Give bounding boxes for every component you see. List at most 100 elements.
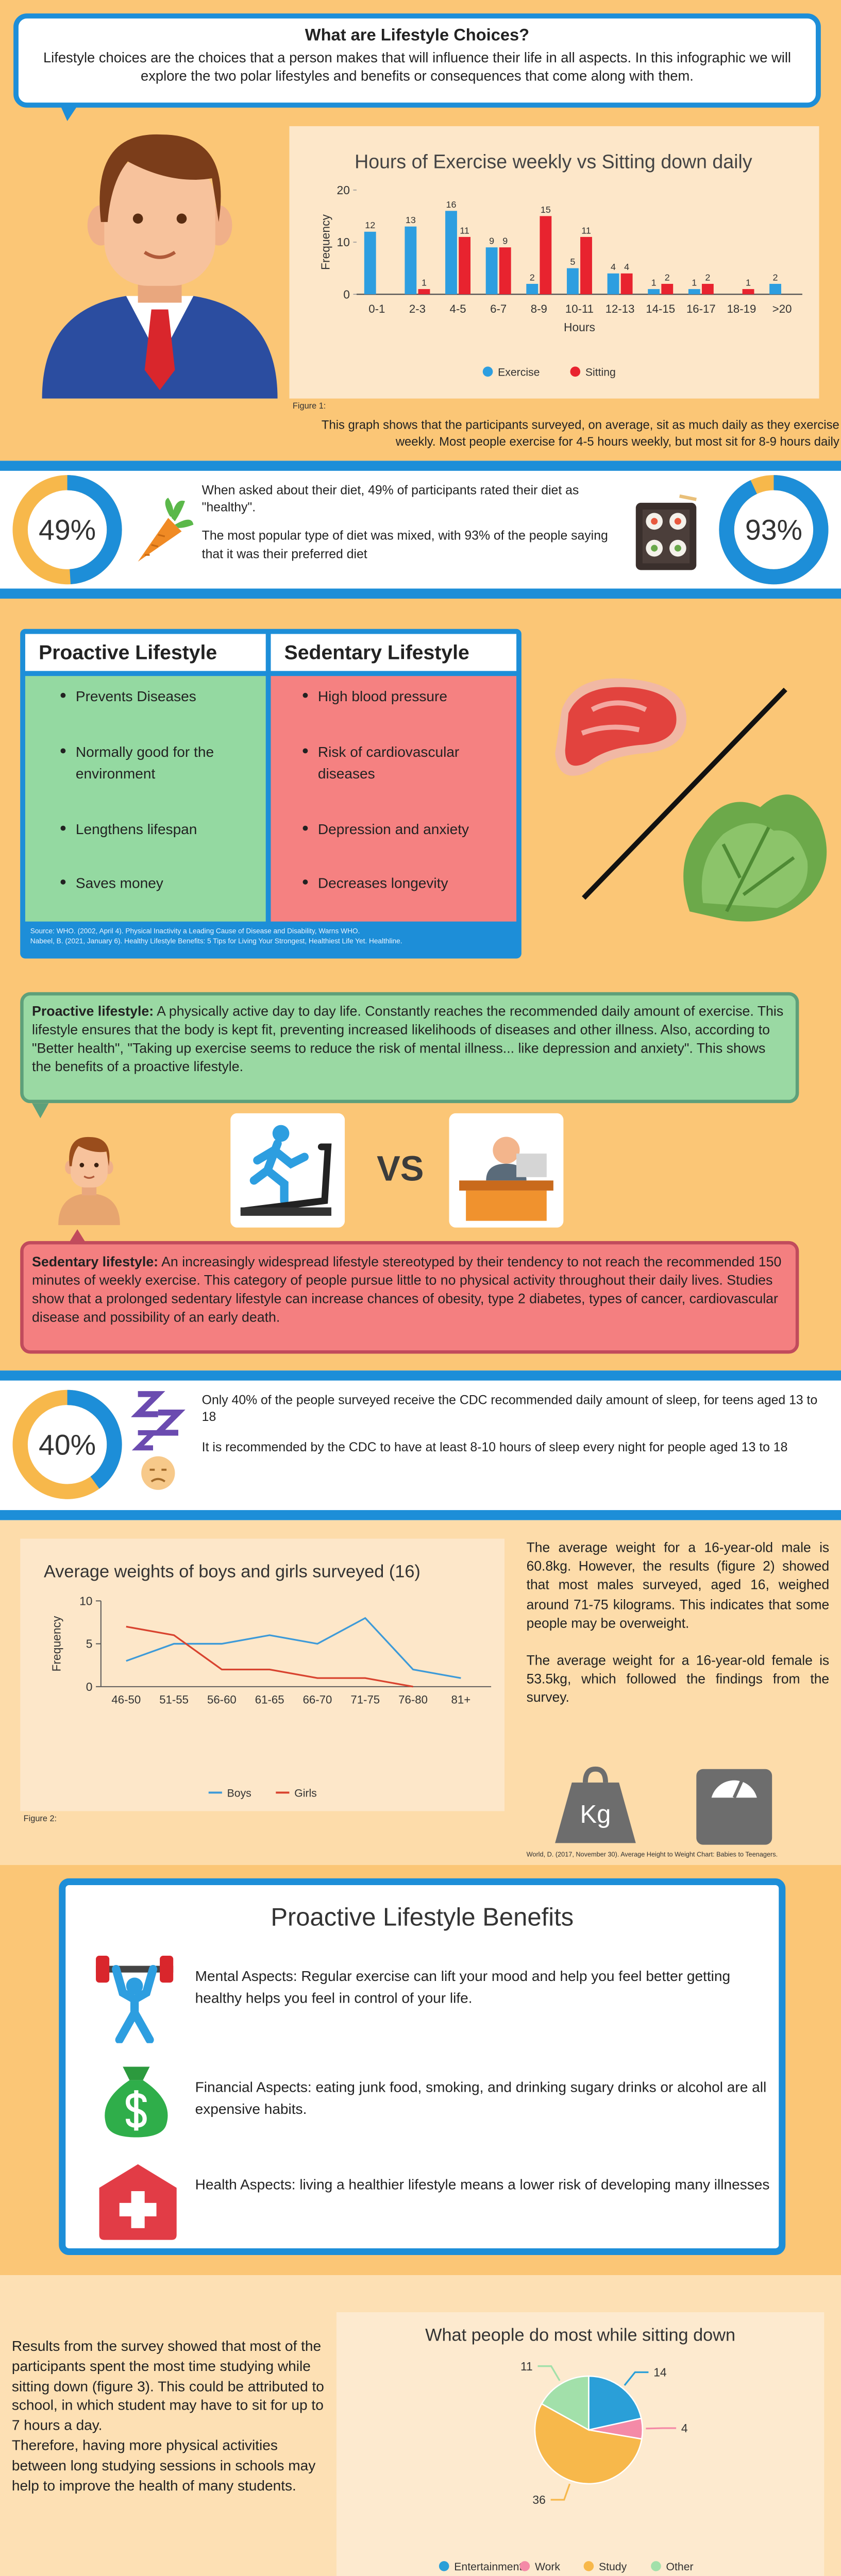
intro-bubble: What are Lifestyle Choices? Lifestyle ch…: [13, 13, 821, 108]
survey-text: Results from the survey showed that most…: [12, 2337, 331, 2496]
proactive-box: Proactive lifestyle: A physically active…: [20, 992, 799, 1104]
stat-donut: 49%: [12, 475, 122, 585]
bar: [445, 211, 457, 295]
benefit-text: Financial Aspects: eating junk food, smo…: [195, 2078, 767, 2116]
data-label: 11: [581, 225, 591, 235]
x-tick-label: 6-7: [490, 302, 507, 315]
benefit-text: Mental Aspects: Regular exercise can lif…: [195, 1967, 731, 2006]
list-item: Normally good for the environment: [60, 741, 253, 784]
leader-line: [646, 2427, 677, 2430]
data-label: 4: [624, 262, 629, 272]
bar: [580, 236, 592, 295]
donut-label: 40%: [39, 1429, 96, 1461]
bar: [648, 289, 660, 295]
chart-title: What people do most while sitting down: [425, 2325, 735, 2345]
list-item: Depression and anxiety: [302, 819, 507, 840]
legend-swatch: [570, 366, 581, 377]
bar: [701, 283, 714, 295]
data-label: 4: [611, 262, 616, 272]
line-chart: Average weights of boys and girls survey…: [20, 1538, 505, 1823]
bar: [661, 283, 674, 295]
item-text: Depression and anxiety: [317, 820, 469, 838]
donut-arc: [719, 475, 829, 585]
chart-title: Average weights of boys and girls survey…: [44, 1562, 420, 1582]
table-header: Sedentary Lifestyle: [271, 634, 517, 671]
donut-label: 93%: [745, 514, 802, 546]
leader-line: [537, 2365, 561, 2381]
item-text: Saves money: [75, 874, 163, 891]
y-tick-label: 10: [79, 1594, 92, 1607]
kg-icon: Kg: [555, 1766, 636, 1843]
list-item: Lengthens lifespan: [60, 819, 253, 840]
weightlift-icon: [96, 1956, 174, 2043]
x-tick-label: 10-11: [565, 302, 594, 315]
table-header: Proactive Lifestyle: [25, 634, 266, 671]
donut-arc: [12, 475, 122, 585]
divider: [0, 461, 841, 471]
x-axis-label: Hours: [564, 320, 595, 334]
desk-icon: [449, 1113, 564, 1228]
data-label: 9: [502, 236, 508, 246]
carrot-icon: [138, 498, 194, 562]
line-series: [126, 1617, 461, 1679]
data-label: 1: [651, 278, 657, 288]
food-illustration: [555, 678, 827, 922]
bar: [607, 273, 619, 295]
paragraph: Therefore, having more physical activiti…: [11, 2436, 316, 2494]
section-bg: [0, 470, 841, 589]
bar: [566, 268, 579, 295]
data-label: 1: [692, 278, 697, 288]
x-tick-label: 16-17: [686, 302, 716, 315]
x-tick-label: 14-15: [646, 302, 675, 315]
bar: [364, 231, 376, 295]
item-text: High blood pressure: [317, 687, 447, 705]
x-tick-label: 81+: [451, 1693, 471, 1706]
x-tick-label: 66-70: [303, 1693, 332, 1706]
paragraph: Only 40% of the people surveyed receive …: [201, 1392, 818, 1425]
avatar: [42, 134, 278, 399]
pie-chart: What people do most while sitting down 14…: [336, 2312, 825, 2576]
money-icon: [105, 2066, 168, 2138]
bar-chart: Hours of Exercise weekly vs Sitting down…: [289, 126, 819, 411]
leader-line: [624, 2371, 649, 2386]
y-tick-label: 0: [343, 287, 350, 301]
item-text: Prevents Diseases: [75, 687, 196, 705]
legend-label: Work: [535, 2561, 560, 2573]
item-text: Normally good for the environment: [75, 743, 214, 782]
intro-text: Lifestyle choices are the choices that a…: [43, 48, 791, 84]
box-label: Sedentary lifestyle:: [32, 1254, 159, 1270]
data-label: 2: [705, 272, 710, 282]
data-label: 4: [681, 2421, 688, 2435]
bar: [418, 289, 430, 295]
y-tick-label: 0: [86, 1680, 93, 1693]
divider: [0, 1370, 841, 1381]
pie-slice: [534, 2402, 643, 2485]
x-tick-label: 61-65: [255, 1693, 284, 1706]
source-line: Nabeel, B. (2021, January 6). Healthy Li…: [30, 937, 402, 945]
paragraph: When asked about their diet, 49% of part…: [201, 482, 579, 515]
x-tick-label: 2-3: [409, 302, 426, 315]
bar: [620, 273, 633, 295]
source-line: Source: WHO. (2002, April 4). Physical I…: [30, 926, 360, 935]
table-column: High blood pressure Risk of cardiovascul…: [271, 676, 517, 922]
chart-title: Hours of Exercise weekly vs Sitting down…: [355, 150, 752, 172]
bar: [769, 283, 781, 295]
data-label: 2: [530, 272, 535, 282]
donut-arc: [12, 1389, 122, 1499]
x-tick-label: 71-75: [350, 1693, 380, 1706]
bar: [485, 247, 498, 295]
data-label: 2: [773, 272, 778, 282]
bubble-tail: [32, 1103, 49, 1118]
paragraph: The most popular type of diet was mixed,…: [201, 529, 608, 561]
pie-slice: [588, 2375, 642, 2431]
table-source: Source: WHO. (2002, April 4). Physical I…: [30, 926, 518, 946]
legend-swatch: [651, 2561, 661, 2571]
sleep-text: Only 40% of the people surveyed receive …: [202, 1393, 825, 1458]
scale-icon: [696, 1769, 772, 1845]
list-item: Prevents Diseases: [60, 686, 253, 707]
box-text: A physically active day to day life. Con…: [32, 1004, 784, 1075]
pie-slice: [541, 2375, 590, 2431]
list-item: Risk of cardiovascular diseases: [302, 741, 507, 784]
x-tick-label: 51-55: [159, 1693, 189, 1706]
legend-label: Girls: [294, 1788, 317, 1800]
